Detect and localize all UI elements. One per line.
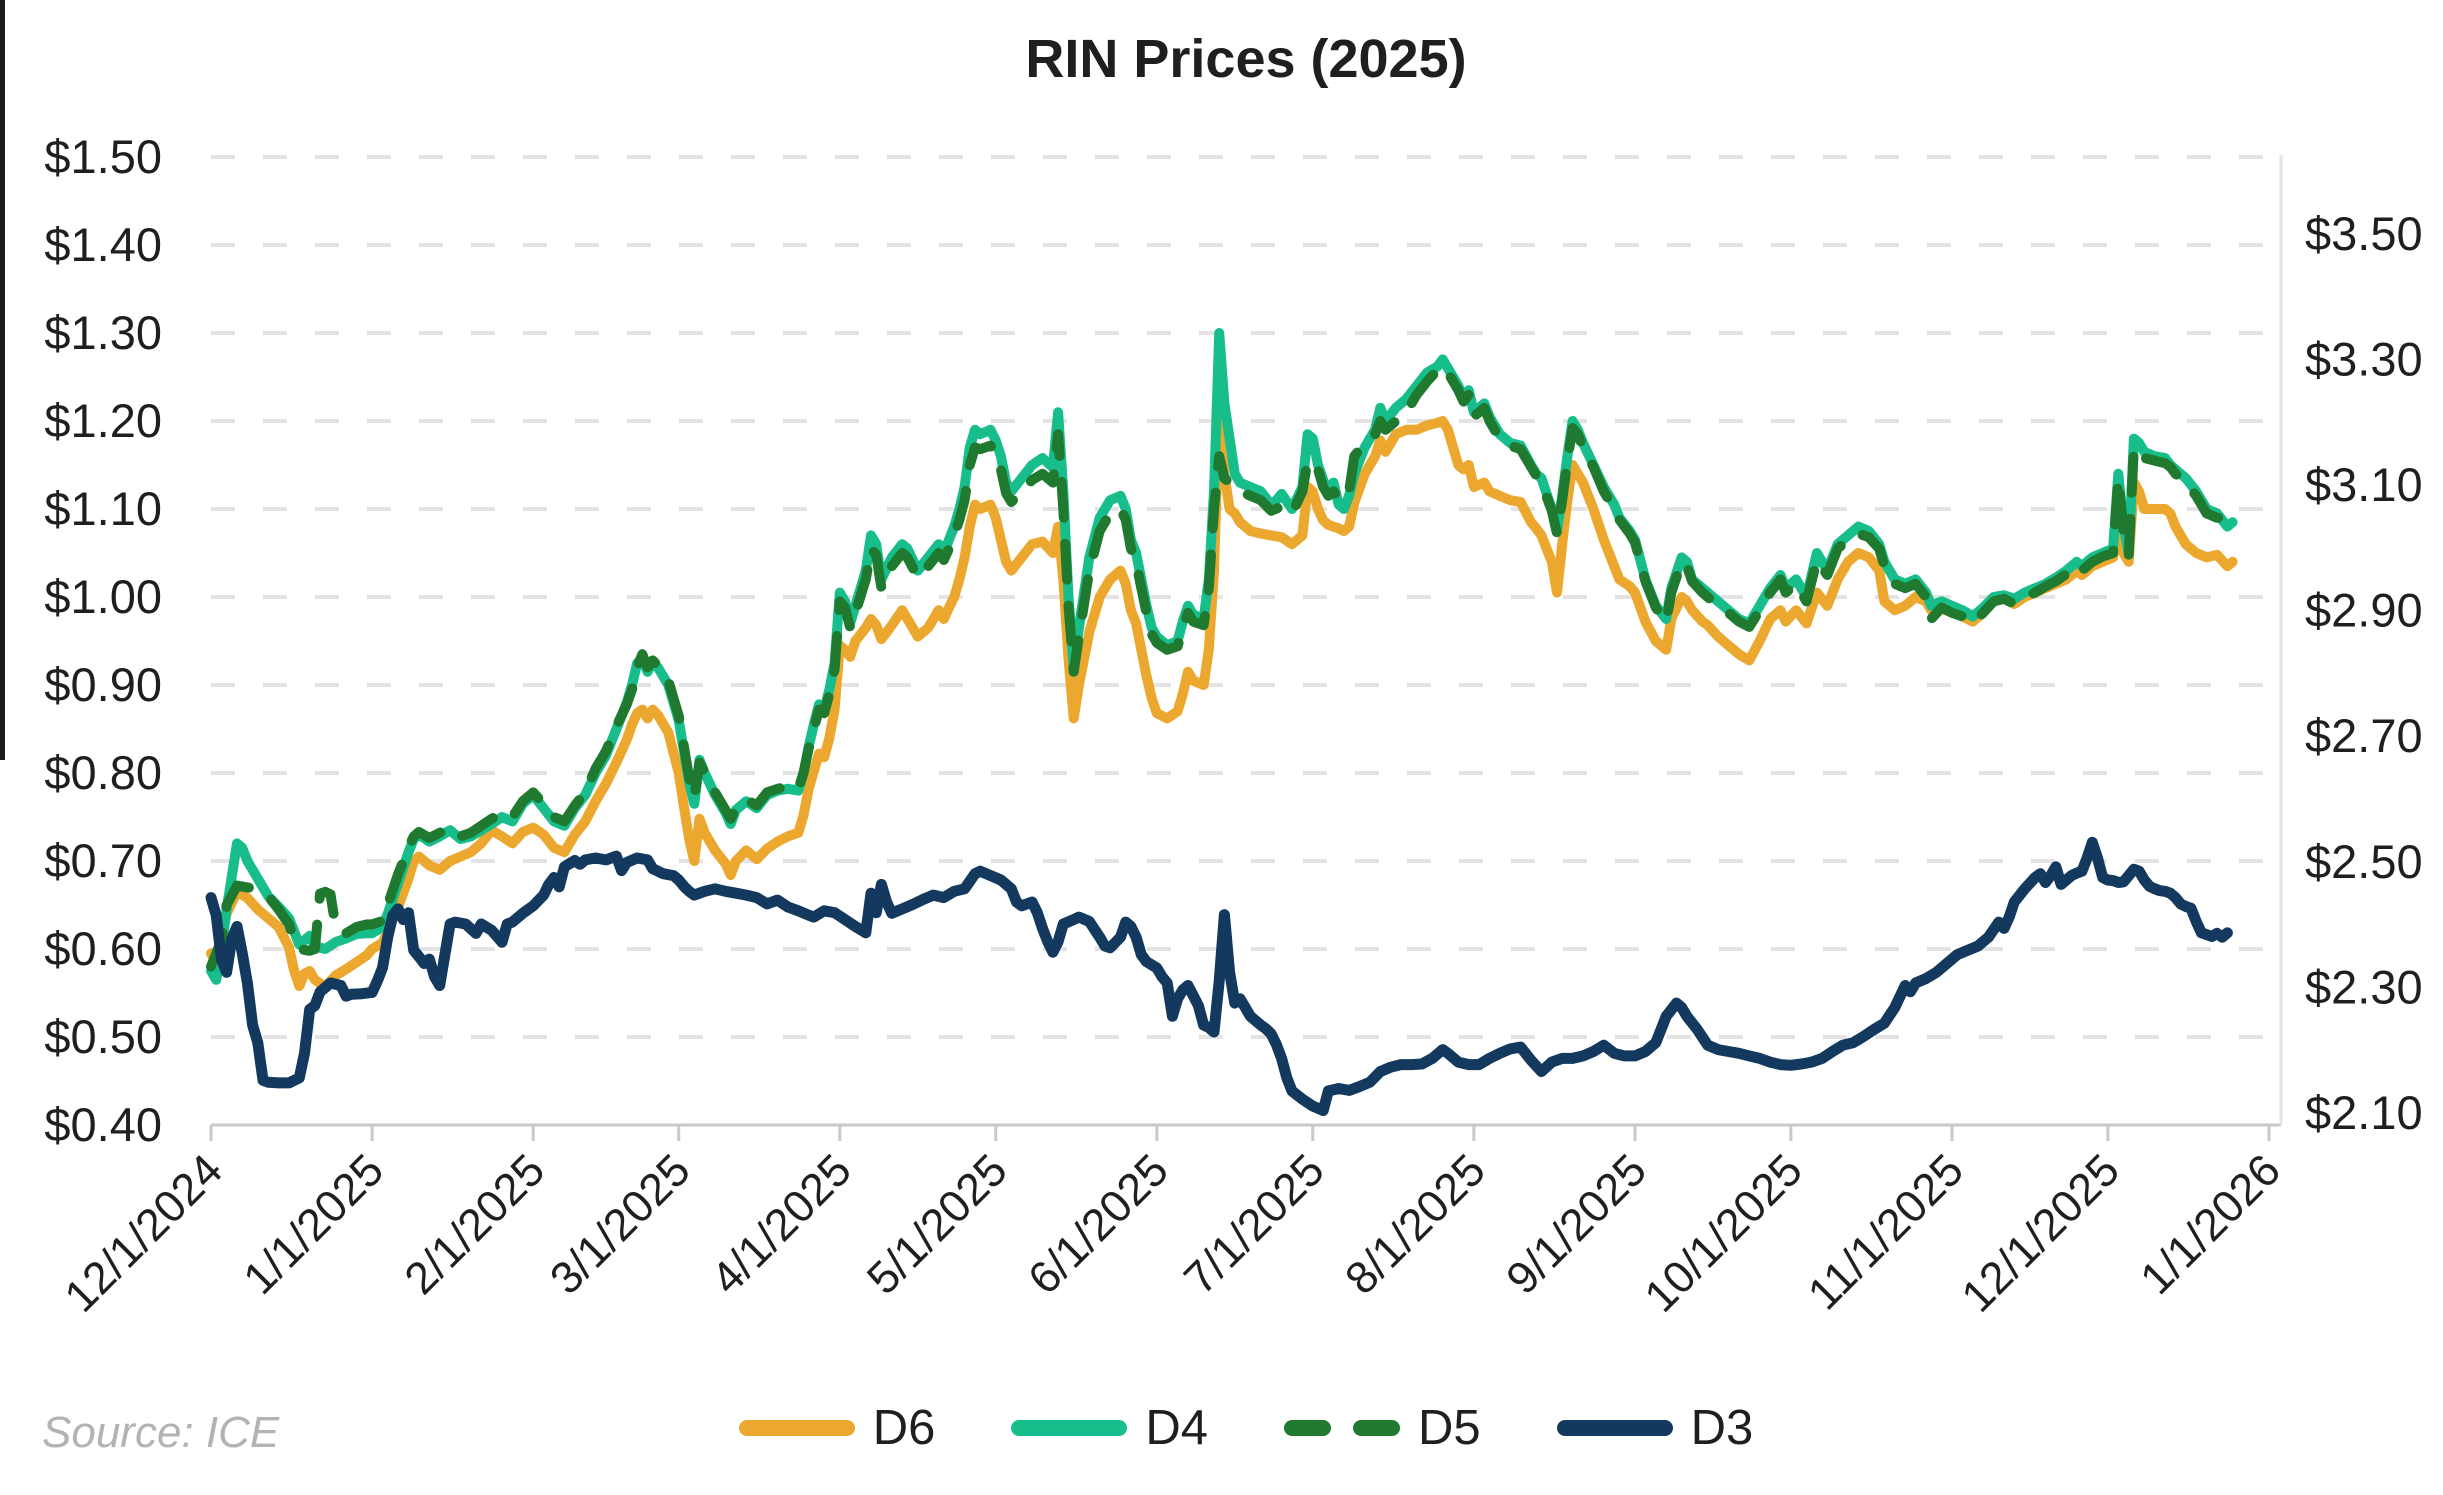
x-tick-label: 12/1/2024 — [54, 1144, 232, 1322]
x-tick-label: 4/1/2025 — [701, 1144, 861, 1304]
right-axis-tick-label: $3.30 — [2305, 332, 2423, 385]
left-axis-tick-label: $1.00 — [44, 570, 162, 623]
left-axis-tick-label: $0.80 — [44, 746, 162, 799]
x-tick-label: 1/1/2026 — [2130, 1144, 2290, 1304]
x-tick-label: 9/1/2025 — [1496, 1144, 1656, 1304]
x-tick-label: 6/1/2025 — [1018, 1144, 1178, 1304]
x-tick-label: 11/1/2025 — [1798, 1144, 1973, 1319]
series-line-d5 — [206, 361, 2228, 972]
right-axis-tick-label: $2.30 — [2305, 960, 2423, 1013]
legend-item-d5[interactable]: D5 — [1284, 1400, 1481, 1456]
left-axis-tick-label: $1.30 — [44, 306, 162, 359]
d6-line-swatch — [738, 1420, 855, 1436]
d3-line-swatch — [1556, 1420, 1673, 1436]
x-tick-label: 10/1/2025 — [1634, 1144, 1812, 1322]
left-axis-tick-label: $1.40 — [44, 218, 162, 271]
legend-label-d4: D4 — [1145, 1401, 1208, 1455]
x-tick-label: 1/1/2025 — [233, 1144, 393, 1304]
right-axis-tick-label: $3.50 — [2305, 207, 2423, 260]
left-axis-tick-label: $0.60 — [44, 922, 162, 975]
series-line-d3 — [205, 836, 2233, 1116]
left-axis-tick-label: $1.50 — [44, 130, 162, 183]
right-axis-tick-label: $2.50 — [2305, 835, 2423, 888]
left-axis-tick-label: $1.20 — [44, 394, 162, 447]
legend-label-d3: D3 — [1690, 1401, 1754, 1455]
d5-dashed-line-swatch — [1284, 1420, 1400, 1436]
x-tick-label: 7/1/2025 — [1174, 1144, 1334, 1304]
x-tick-label: 5/1/2025 — [857, 1144, 1017, 1304]
right-axis-tick-label: $2.10 — [2305, 1086, 2423, 1139]
right-axis-tick-label: $2.90 — [2305, 584, 2423, 637]
series-line-d6 — [206, 402, 2238, 992]
x-tick-label: 2/1/2025 — [394, 1144, 554, 1304]
left-axis-tick-label: $0.70 — [44, 834, 162, 887]
left-axis-tick-label: $0.90 — [44, 658, 162, 711]
x-tick-label: 8/1/2025 — [1335, 1144, 1495, 1304]
figure-left-border — [0, 0, 5, 760]
legend: D6 D4 D5 D3 — [211, 1400, 2281, 1456]
left-axis-tick-label: $1.10 — [44, 482, 162, 535]
right-axis-tick-label: $3.10 — [2305, 458, 2423, 511]
d4-line-swatch — [1011, 1420, 1128, 1436]
legend-item-d3[interactable]: D3 — [1556, 1400, 1754, 1456]
source-note: Source: ICE — [42, 1408, 280, 1457]
left-axis-tick-label: $0.50 — [44, 1010, 162, 1063]
x-tick-label: 12/1/2025 — [1951, 1144, 2129, 1322]
legend-label-d6: D6 — [872, 1401, 936, 1455]
right-axis-tick-label: $2.70 — [2305, 709, 2423, 762]
x-tick-label: 3/1/2025 — [540, 1144, 700, 1304]
left-axis-tick-label: $0.40 — [44, 1098, 162, 1151]
legend-item-d6[interactable]: D6 — [738, 1400, 936, 1456]
chart-title: RIN Prices (2025) — [1025, 29, 1467, 89]
legend-label-d5: D5 — [1418, 1401, 1481, 1455]
legend-item-d4[interactable]: D4 — [1011, 1400, 1208, 1456]
